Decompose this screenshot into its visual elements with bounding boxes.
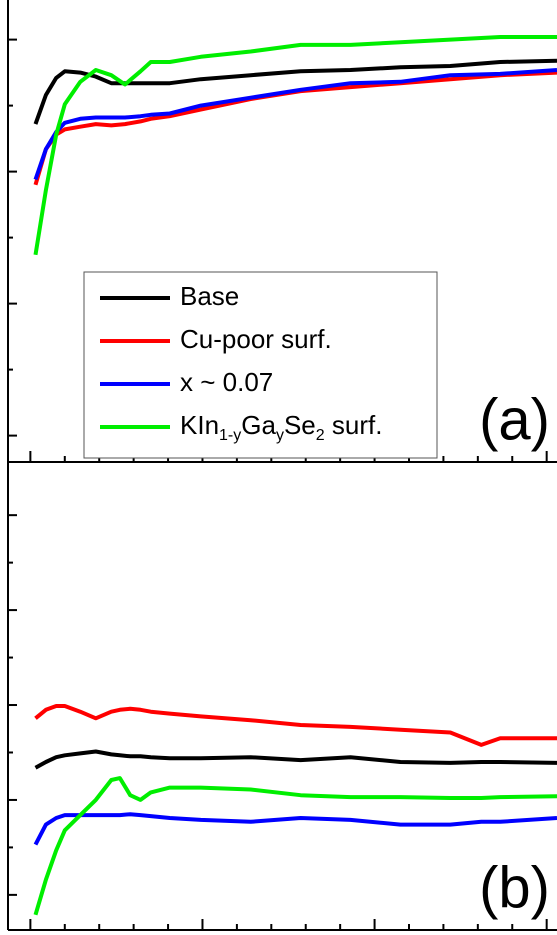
data-line	[33, 776, 557, 916]
data-line	[33, 58, 557, 125]
plot-area	[33, 704, 557, 916]
legend-label: x ~ 0.07	[180, 367, 273, 397]
legend-label: Cu-poor surf.	[180, 324, 332, 354]
data-line	[33, 68, 557, 181]
panel-label: (a)	[479, 387, 550, 452]
plot-area	[33, 35, 557, 256]
legend-label: KIn1-yGaySe2 surf.	[180, 410, 382, 444]
legend-label-part: surf.	[325, 410, 383, 440]
data-line	[34, 704, 557, 747]
data-line	[33, 812, 557, 846]
legend-label: Base	[180, 281, 239, 311]
legend-label-part: KIn	[180, 410, 219, 440]
legend: Base Cu-poor surf. x ~ 0.07 KIn1-yGaySe2 su…	[83, 271, 438, 459]
data-line	[34, 749, 557, 770]
legend-label-part: y	[276, 427, 284, 444]
legend-label-part: Se	[284, 410, 316, 440]
legend-label-part: 2	[316, 427, 325, 444]
data-line	[33, 35, 557, 256]
legend-label-part: Ga	[241, 410, 276, 440]
legend-label-part: 1-y	[219, 427, 241, 444]
panel-label: (b)	[479, 855, 550, 920]
